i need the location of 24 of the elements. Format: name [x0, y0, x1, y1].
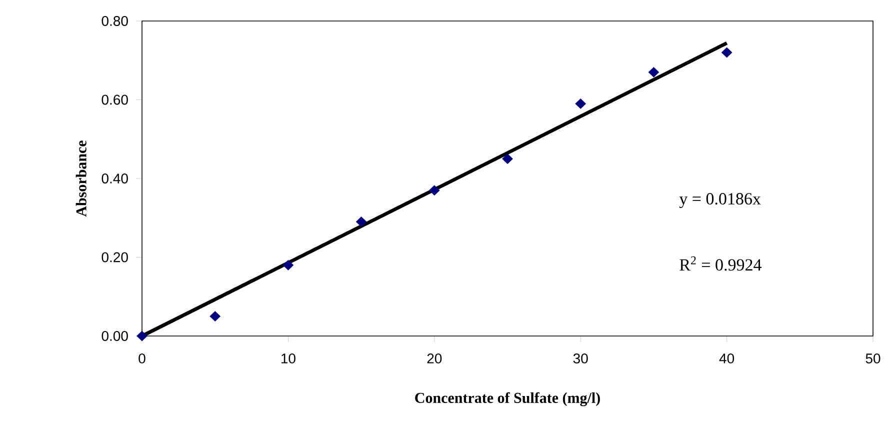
x-tick-label: 10	[281, 354, 296, 364]
point	[282, 260, 294, 270]
x-tick-label: 30	[573, 354, 588, 364]
y-tick-label: 0.20	[102, 252, 128, 262]
annotation: y = 0.0186x	[679, 193, 761, 208]
y-tick-label: 0.80	[102, 16, 128, 26]
annotation: R$^{2}$ = 0.9924	[680, 256, 762, 271]
x-tick-label: 40	[719, 354, 734, 364]
x-axis-title: Concentrate of Sulfate (mg/l)	[415, 392, 600, 406]
point	[648, 66, 660, 78]
point	[356, 216, 367, 228]
point	[502, 154, 513, 164]
point	[428, 185, 440, 196]
point	[210, 311, 221, 322]
x-tick-label: 0	[138, 354, 146, 364]
x-tick-label: 50	[866, 354, 880, 364]
x-tick-label: 20	[427, 354, 442, 364]
y-tick-label: 0.40	[102, 174, 128, 184]
point	[721, 47, 732, 58]
y-axis-title: Absorbance	[76, 140, 86, 217]
point	[575, 98, 586, 109]
y-tick-label: 0.00	[102, 331, 128, 341]
y-tick-label: 0.60	[102, 94, 128, 105]
point	[136, 330, 148, 342]
